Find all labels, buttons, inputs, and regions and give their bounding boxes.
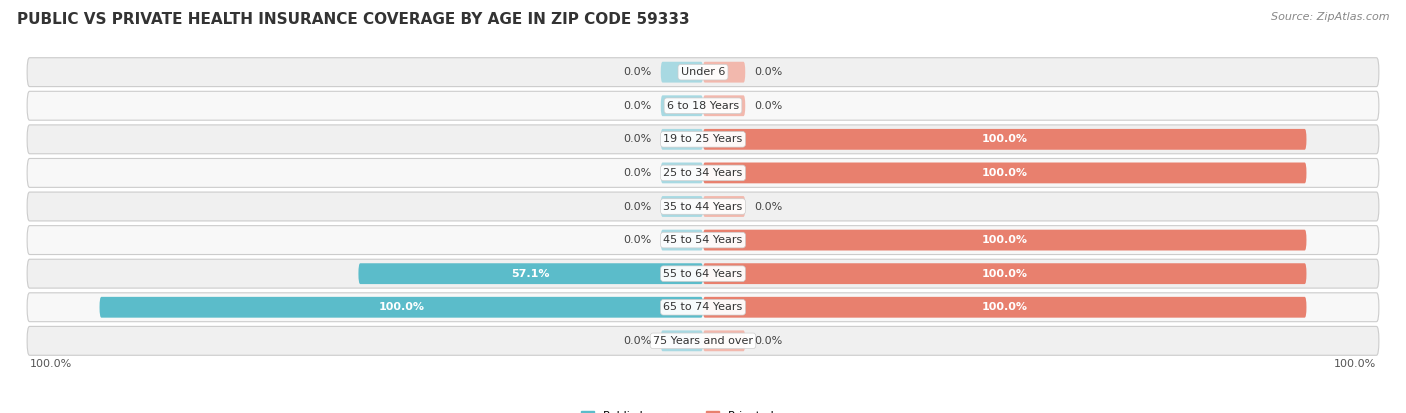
Legend: Public Insurance, Private Insurance: Public Insurance, Private Insurance bbox=[581, 411, 825, 413]
FancyBboxPatch shape bbox=[661, 196, 703, 217]
FancyBboxPatch shape bbox=[27, 125, 1379, 154]
FancyBboxPatch shape bbox=[661, 62, 703, 83]
Text: 57.1%: 57.1% bbox=[512, 269, 550, 279]
FancyBboxPatch shape bbox=[27, 192, 1379, 221]
FancyBboxPatch shape bbox=[359, 263, 703, 284]
FancyBboxPatch shape bbox=[703, 162, 1306, 183]
Text: 100.0%: 100.0% bbox=[981, 168, 1028, 178]
Text: 100.0%: 100.0% bbox=[1334, 359, 1376, 369]
FancyBboxPatch shape bbox=[661, 162, 703, 183]
Text: 100.0%: 100.0% bbox=[981, 134, 1028, 144]
Text: Under 6: Under 6 bbox=[681, 67, 725, 77]
Text: 55 to 64 Years: 55 to 64 Years bbox=[664, 269, 742, 279]
Text: 100.0%: 100.0% bbox=[30, 359, 72, 369]
FancyBboxPatch shape bbox=[27, 326, 1379, 355]
Text: 100.0%: 100.0% bbox=[981, 235, 1028, 245]
FancyBboxPatch shape bbox=[27, 293, 1379, 322]
Text: PUBLIC VS PRIVATE HEALTH INSURANCE COVERAGE BY AGE IN ZIP CODE 59333: PUBLIC VS PRIVATE HEALTH INSURANCE COVER… bbox=[17, 12, 689, 27]
Text: 0.0%: 0.0% bbox=[754, 202, 783, 211]
Text: 35 to 44 Years: 35 to 44 Years bbox=[664, 202, 742, 211]
Text: 6 to 18 Years: 6 to 18 Years bbox=[666, 101, 740, 111]
Text: 0.0%: 0.0% bbox=[754, 101, 783, 111]
FancyBboxPatch shape bbox=[703, 263, 1306, 284]
FancyBboxPatch shape bbox=[27, 91, 1379, 120]
FancyBboxPatch shape bbox=[27, 259, 1379, 288]
FancyBboxPatch shape bbox=[100, 297, 703, 318]
Text: 65 to 74 Years: 65 to 74 Years bbox=[664, 302, 742, 312]
Text: 0.0%: 0.0% bbox=[623, 168, 652, 178]
FancyBboxPatch shape bbox=[703, 297, 1306, 318]
Text: 0.0%: 0.0% bbox=[623, 202, 652, 211]
Text: 0.0%: 0.0% bbox=[623, 134, 652, 144]
FancyBboxPatch shape bbox=[661, 330, 703, 351]
Text: 100.0%: 100.0% bbox=[378, 302, 425, 312]
Text: 0.0%: 0.0% bbox=[754, 336, 783, 346]
Text: 0.0%: 0.0% bbox=[623, 336, 652, 346]
Text: 45 to 54 Years: 45 to 54 Years bbox=[664, 235, 742, 245]
Text: 19 to 25 Years: 19 to 25 Years bbox=[664, 134, 742, 144]
FancyBboxPatch shape bbox=[703, 196, 745, 217]
FancyBboxPatch shape bbox=[703, 129, 1306, 150]
Text: 0.0%: 0.0% bbox=[623, 67, 652, 77]
Text: 75 Years and over: 75 Years and over bbox=[652, 336, 754, 346]
Text: 100.0%: 100.0% bbox=[981, 302, 1028, 312]
FancyBboxPatch shape bbox=[27, 58, 1379, 87]
Text: 0.0%: 0.0% bbox=[623, 101, 652, 111]
FancyBboxPatch shape bbox=[661, 230, 703, 251]
FancyBboxPatch shape bbox=[661, 129, 703, 150]
Text: 100.0%: 100.0% bbox=[981, 269, 1028, 279]
FancyBboxPatch shape bbox=[27, 225, 1379, 254]
FancyBboxPatch shape bbox=[703, 95, 745, 116]
FancyBboxPatch shape bbox=[661, 95, 703, 116]
Text: Source: ZipAtlas.com: Source: ZipAtlas.com bbox=[1271, 12, 1389, 22]
FancyBboxPatch shape bbox=[703, 230, 1306, 251]
FancyBboxPatch shape bbox=[703, 62, 745, 83]
FancyBboxPatch shape bbox=[703, 330, 745, 351]
Text: 0.0%: 0.0% bbox=[754, 67, 783, 77]
Text: 0.0%: 0.0% bbox=[623, 235, 652, 245]
Text: 25 to 34 Years: 25 to 34 Years bbox=[664, 168, 742, 178]
FancyBboxPatch shape bbox=[27, 159, 1379, 188]
